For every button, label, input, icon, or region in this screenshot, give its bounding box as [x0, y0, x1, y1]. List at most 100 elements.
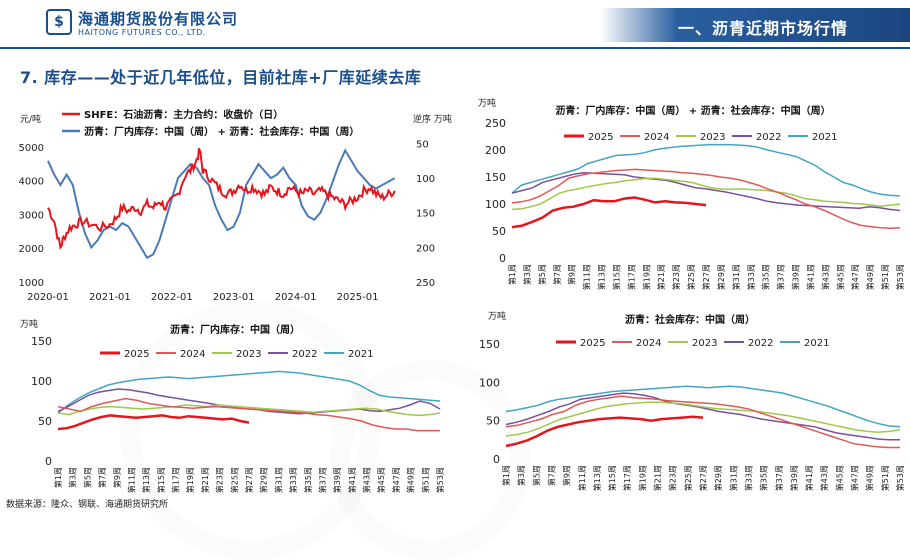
- y-tick-label: 50: [492, 225, 506, 238]
- legend-item-inventory: 沥青：厂内库存：中国（周） + 沥青：社会库存：中国（周）: [62, 125, 359, 138]
- x-tick-label: 第13周: [141, 467, 151, 493]
- x-tick-label: 第51周: [420, 467, 430, 493]
- x-tick-label: 第47周: [850, 465, 860, 491]
- y-left-tick-label: 1000: [19, 278, 44, 289]
- x-tick-label: 第5周: [531, 465, 541, 486]
- x-tick-label: 第15周: [156, 467, 166, 493]
- x-tick-label: 第47周: [850, 264, 860, 290]
- y-left-tick-label: 2000: [19, 244, 44, 255]
- legend-label-2025: 2025: [580, 338, 605, 349]
- series-line-2021: [505, 385, 901, 428]
- series-line-2025: [505, 415, 704, 448]
- legend-item-2023: 2023: [212, 349, 261, 360]
- y-tick-label: 100: [485, 198, 506, 211]
- x-tick-label: 第15周: [607, 465, 617, 491]
- y-right-tick-label: 200: [416, 243, 435, 254]
- series-line-price: [47, 148, 396, 250]
- legend-label-2024: 2024: [644, 132, 669, 143]
- x-tick-label: 第51周: [880, 264, 890, 290]
- y-tick-label: 250: [485, 117, 506, 130]
- x-tick-label: 第39周: [791, 264, 801, 290]
- legend-item-price: SHFE：石油沥青：主力合约：收盘价（日）: [62, 108, 283, 121]
- x-tick-label: 第9周: [567, 264, 577, 285]
- y-right-tick-label: 250: [416, 278, 435, 289]
- x-tick-label: 第19周: [637, 465, 647, 491]
- y-tick-label: 50: [486, 415, 500, 428]
- x-tick-label: 第17周: [622, 465, 632, 491]
- series-line-2021: [57, 370, 441, 414]
- series-line-2024: [57, 397, 440, 432]
- x-tick-label: 第5周: [537, 264, 547, 285]
- x-tick-label: 第13周: [592, 465, 602, 491]
- x-tick-label: 第21周: [653, 465, 663, 491]
- x-tick-label: 第39周: [789, 465, 799, 491]
- legend-label-2021: 2021: [804, 338, 829, 349]
- series-line-2022: [511, 171, 901, 212]
- x-tick-label: 第45周: [835, 264, 845, 290]
- legend-item-2025: 2025: [100, 349, 149, 360]
- legend-label-2024: 2024: [180, 349, 205, 360]
- price-vs-inventory-chart: 元/吨 逆序 万吨 SHFE：石油沥青：主力合约：收盘价（日） 沥青：厂内库存：中国（…: [19, 108, 452, 303]
- x-tick-label: 第3周: [522, 264, 532, 285]
- x-tick-label: 2020-01: [27, 292, 69, 303]
- chart-title: 沥青：厂内库存：中国（周）: [170, 323, 300, 336]
- y-right-tick-label: 50: [416, 139, 429, 150]
- legend-item-2024: 2024: [156, 349, 205, 360]
- legend-item-2021: 2021: [788, 132, 837, 143]
- series-line-2024: [511, 168, 901, 230]
- x-tick-label: 第49周: [865, 465, 875, 491]
- x-tick-label: 第51周: [880, 465, 890, 491]
- y-tick-label: 0: [499, 252, 506, 265]
- y-axis-right-label: 逆序 万吨: [413, 113, 452, 125]
- x-tick-label: 第25周: [686, 264, 696, 290]
- x-tick-label: 第17周: [171, 467, 181, 493]
- series-line-2024: [505, 395, 900, 449]
- x-tick-label: 第33周: [288, 467, 298, 493]
- x-tick-label: 第29周: [259, 467, 269, 493]
- company-name-cn: 海通期货股份有限公司: [78, 10, 239, 28]
- x-tick-label: 第31周: [273, 467, 283, 493]
- x-tick-label: 第1周: [53, 467, 63, 488]
- x-tick-label: 2021-01: [89, 292, 131, 303]
- x-tick-label: 第7周: [97, 467, 107, 488]
- y-axis-label: 万吨: [478, 97, 496, 109]
- y-left-tick-label: 4000: [19, 177, 44, 188]
- x-tick-label: 第43周: [362, 467, 372, 493]
- x-tick-label: 第31周: [731, 264, 741, 290]
- y-axis-left-label: 元/吨: [20, 113, 41, 125]
- chart-title: 沥青：社会库存：中国（周）: [625, 313, 755, 326]
- x-tick-label: 第37周: [776, 264, 786, 290]
- legend-label-price: SHFE：石油沥青：主力合约：收盘价（日）: [84, 108, 283, 121]
- y-tick-label: 200: [485, 144, 506, 157]
- x-tick-label: 第9周: [112, 467, 122, 488]
- y-tick-label: 100: [31, 375, 52, 388]
- x-tick-label: 第25周: [229, 467, 239, 493]
- legend-item-2022: 2022: [732, 132, 781, 143]
- company-logo-icon: $: [46, 9, 72, 35]
- x-tick-label: 第23周: [215, 467, 225, 493]
- x-tick-label: 第21周: [200, 467, 210, 493]
- y-tick-label: 150: [479, 338, 500, 351]
- x-tick-label: 第15周: [612, 264, 622, 290]
- x-tick-label: 第29周: [716, 264, 726, 290]
- x-tick-label: 2022-01: [151, 292, 193, 303]
- section-banner: 一、沥青近期市场行情: [600, 8, 910, 42]
- legend-label-2025: 2025: [124, 349, 149, 360]
- series-line-2023: [57, 404, 441, 417]
- legend-label-2022: 2022: [748, 338, 773, 349]
- x-tick-label: 第27周: [698, 465, 708, 491]
- legend-item-2021: 2021: [780, 338, 829, 349]
- x-tick-label: 第1周: [507, 264, 517, 285]
- series-line-2022: [505, 392, 900, 441]
- legend-item-2022: 2022: [724, 338, 773, 349]
- legend-item-2025: 2025: [564, 132, 613, 143]
- x-tick-label: 第11周: [582, 264, 592, 290]
- series-line-2025: [57, 414, 250, 431]
- x-tick-label: 第35周: [761, 264, 771, 290]
- series-line-2023: [505, 401, 901, 437]
- legend-label-2025: 2025: [588, 132, 613, 143]
- x-tick-label: 第27周: [244, 467, 254, 493]
- series-line-2025: [511, 196, 707, 229]
- x-tick-label: 第53周: [895, 264, 905, 290]
